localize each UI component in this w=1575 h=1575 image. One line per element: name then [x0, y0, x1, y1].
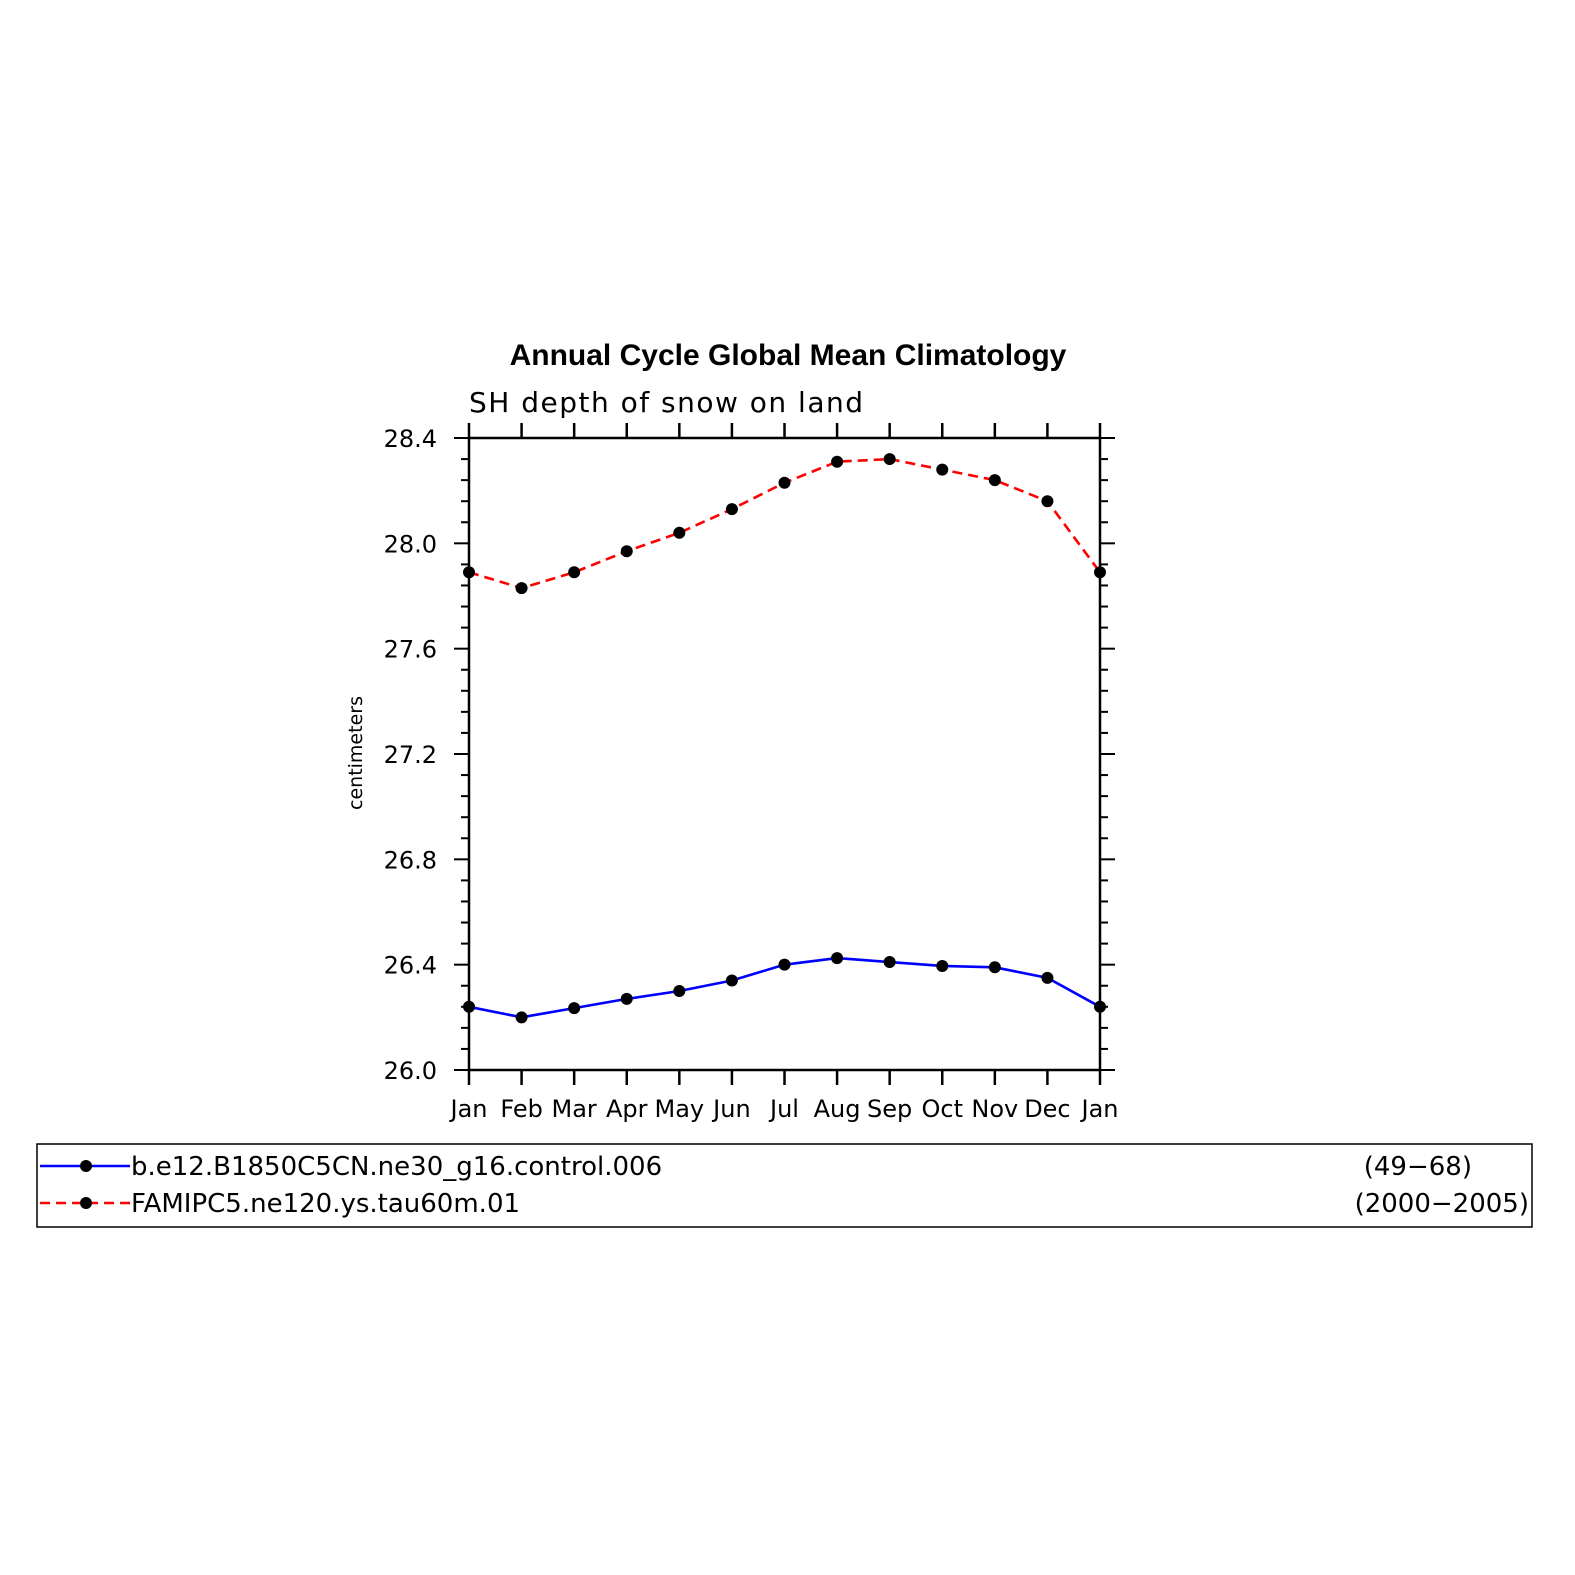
legend-box — [36, 1143, 1533, 1228]
y-axis-labels: 26.0 26.4 26.8 27.2 27.6 28.0 28.4 — [384, 425, 437, 1085]
data-point — [831, 455, 844, 468]
x-tick-label: Jan — [1080, 1095, 1119, 1123]
legend-marker — [80, 1197, 92, 1209]
data-point — [620, 545, 633, 558]
data-point — [1094, 1000, 1106, 1013]
data-point — [883, 453, 896, 466]
legend-years: (2000−2005) — [1355, 1189, 1529, 1219]
data-point — [1041, 971, 1054, 984]
data-point — [778, 958, 791, 971]
legend-label: b.e12.B1850C5CN.ne30_g16.control.006 — [131, 1152, 662, 1182]
legend-label: FAMIPC5.ne120.ys.tau60m.01 — [131, 1189, 520, 1219]
axis-ticks — [454, 423, 1115, 1085]
data-point — [725, 974, 738, 987]
data-point — [463, 566, 475, 579]
y-tick-label: 28.0 — [384, 530, 437, 558]
x-tick-label: Jun — [711, 1095, 751, 1123]
data-point — [1094, 566, 1106, 579]
x-tick-label: Dec — [1024, 1095, 1070, 1123]
y-tick-label: 26.8 — [384, 846, 437, 874]
x-tick-label: Nov — [971, 1095, 1018, 1123]
data-point — [831, 952, 844, 965]
data-point — [725, 503, 738, 516]
data-point — [778, 476, 791, 489]
y-tick-label: 27.2 — [384, 741, 437, 769]
data-point — [1041, 495, 1054, 508]
data-point — [883, 956, 896, 969]
legend: b.e12.B1850C5CN.ne30_g16.control.006 (49−… — [40, 1152, 1529, 1219]
x-axis-labels: Jan Feb Mar Apr May Jun Jul Aug Sep Oct Nov Dec Jan — [449, 1095, 1119, 1123]
legend-marker — [80, 1160, 92, 1172]
data-point — [673, 526, 686, 539]
y-tick-label: 27.6 — [384, 636, 437, 664]
x-tick-label: Mar — [552, 1095, 597, 1123]
x-tick-label: Apr — [606, 1095, 648, 1123]
data-point — [936, 463, 949, 476]
data-point — [515, 582, 528, 595]
data-point — [463, 1000, 475, 1013]
x-tick-label: Aug — [814, 1095, 861, 1123]
data-point — [515, 1011, 528, 1024]
chart-title: Annual Cycle Global Mean Climatology — [510, 339, 1067, 372]
y-tick-label: 28.4 — [384, 425, 437, 453]
data-point — [988, 474, 1001, 487]
x-tick-label: Jul — [768, 1095, 799, 1123]
x-tick-label: Feb — [500, 1095, 543, 1123]
data-point — [568, 1002, 581, 1015]
x-tick-label: May — [655, 1095, 705, 1123]
x-tick-label: Sep — [867, 1095, 912, 1123]
y-axis-label: centimeters — [345, 696, 367, 810]
data-point — [620, 992, 633, 1005]
data-point — [988, 961, 1001, 974]
series-group — [463, 453, 1106, 1024]
legend-years: (49−68) — [1364, 1152, 1472, 1182]
plot-frame — [467, 436, 1102, 1072]
x-tick-label: Oct — [922, 1095, 964, 1123]
y-tick-label: 26.4 — [384, 952, 437, 980]
data-point — [936, 959, 949, 972]
y-tick-label: 26.0 — [384, 1057, 437, 1085]
x-tick-label: Jan — [449, 1095, 488, 1123]
data-point — [673, 985, 686, 997]
chart-subtitle: SH depth of snow on land — [469, 386, 865, 419]
data-point — [568, 566, 581, 579]
